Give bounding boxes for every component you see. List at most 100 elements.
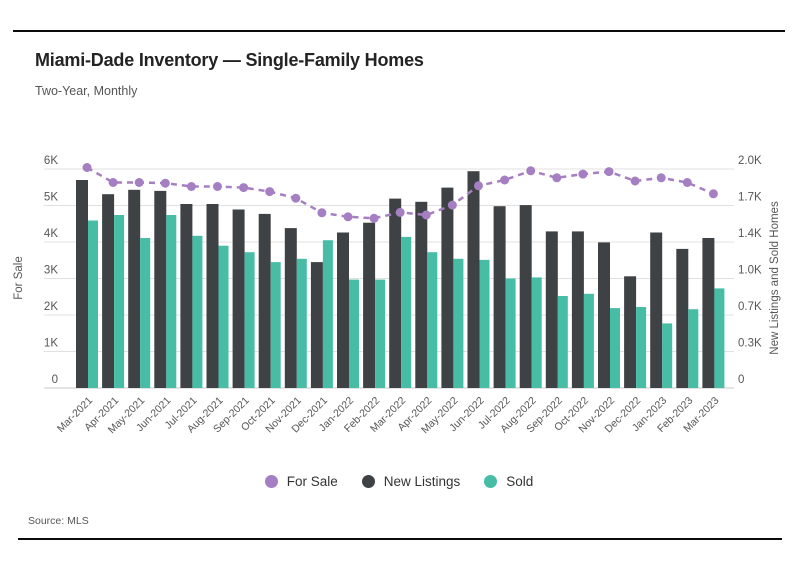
bar-new-listings[interactable] [232,209,245,389]
bar-new-listings[interactable] [102,194,115,388]
bar-new-listings[interactable] [598,242,610,388]
right-axis-tick: 1.0K [738,265,762,277]
for-sale-point[interactable] [500,175,510,185]
for-sale-point[interactable] [708,189,718,199]
right-axis-tick: 0 [738,374,744,386]
left-axis-tick: 0 [52,374,58,386]
bar-sold[interactable] [192,235,203,388]
top-rule [13,30,785,32]
bar-new-listings[interactable] [571,231,584,388]
for-sale-point[interactable] [369,213,379,223]
bar-new-listings[interactable] [337,232,349,389]
for-sale-point[interactable] [630,176,640,186]
bar-sold[interactable] [479,259,490,388]
bar-new-listings[interactable] [128,189,141,388]
left-axis-tick: 6K [44,155,58,167]
chart-plot: 0 0 1K 0.3K 2K 0.7K 3K 1.0K 4K 1.4K 5K 1.7K 6K 2.0K Fo… [13,155,781,436]
bar-new-listings[interactable] [415,201,428,388]
bar-sold[interactable] [557,296,568,388]
bar-new-listings[interactable] [363,222,376,388]
for-sale-point[interactable] [108,178,118,187]
bar-new-listings[interactable] [702,238,715,388]
right-axis-tick: 1.7K [738,192,762,204]
left-axis-tick: 4K [44,228,58,240]
for-sale-point[interactable] [552,173,562,183]
bar-sold[interactable] [662,323,673,388]
bar-sold[interactable] [505,278,516,389]
for-sale-point[interactable] [317,208,327,218]
for-sale-point[interactable] [291,193,301,203]
bar-new-listings[interactable] [441,187,454,388]
for-sale-point[interactable] [82,163,92,172]
for-sale-point[interactable] [239,183,249,193]
bar-new-listings[interactable] [624,276,637,388]
for-sale-point[interactable] [656,173,666,183]
bar-sold[interactable] [375,279,386,388]
for-sale-point[interactable] [160,178,170,188]
bar-sold[interactable] [88,220,98,389]
bar-new-listings[interactable] [493,206,506,388]
bar-new-listings[interactable] [519,205,532,388]
for-sale-point[interactable] [474,181,483,191]
legend-item-for-sale: For Sale [264,474,338,489]
bar-new-listings[interactable] [650,232,663,389]
bar-sold[interactable] [114,215,125,388]
chart-subtitle: Two-Year, Monthly [35,84,138,98]
bar-new-listings[interactable] [676,248,689,388]
for-sale-point[interactable] [395,207,405,217]
for-sale-point[interactable] [604,167,614,177]
bar-sold[interactable] [583,293,594,388]
bar-sold[interactable] [322,240,333,388]
bar-sold[interactable] [636,307,647,388]
bar-sold[interactable] [610,308,620,388]
bar-sold[interactable] [270,262,281,388]
for-sale-point[interactable] [343,212,353,222]
bar-sold[interactable] [140,238,151,388]
bar-new-listings[interactable] [180,204,193,388]
bar-sold[interactable] [427,252,438,388]
for-sale-point[interactable] [682,178,692,187]
bar-sold[interactable] [453,258,464,388]
bar-new-listings[interactable] [545,231,558,388]
legend-swatch-sold-icon [484,475,498,488]
for-sale-point[interactable] [578,169,588,179]
legend-item-new-listings: New Listings [361,474,460,489]
bar-sold[interactable] [688,309,699,388]
bar-sold[interactable] [401,236,412,388]
for-sale-point[interactable] [421,210,431,220]
bar-new-listings[interactable] [389,198,402,388]
left-axis-tick: 3K [44,265,58,277]
right-axis-tick: 2.0K [738,155,762,167]
for-sale-point[interactable] [265,187,275,197]
for-sale-point[interactable] [213,182,222,191]
for-sale-point[interactable] [134,178,144,187]
bar-new-listings[interactable] [467,171,480,388]
for-sale-point[interactable] [186,182,196,191]
left-axis-tick: 2K [44,301,58,313]
for-sale-point[interactable] [447,200,457,210]
left-axis-tick: 1K [44,338,58,350]
bar-sold[interactable] [218,245,229,388]
bar-new-listings[interactable] [310,262,323,388]
bar-sold[interactable] [349,279,359,388]
bar-new-listings[interactable] [258,213,271,388]
right-axis-title: New Listings and Sold Homes [769,201,781,355]
bar-sold[interactable] [244,252,255,388]
legend-label: For Sale [286,474,338,489]
bar-new-listings[interactable] [284,228,297,388]
bar-sold[interactable] [166,215,177,388]
right-axis-tick: 0.7K [738,301,762,313]
bar-new-listings[interactable] [154,190,167,388]
bar-new-listings[interactable] [76,180,88,388]
bar-sold[interactable] [714,288,725,388]
source-note: Source: MLS [28,515,89,527]
chart-title: Miami-Dade Inventory — Single-Family Hom… [35,50,424,70]
bar-new-listings[interactable] [206,204,219,388]
left-axis-tick: 5K [44,192,58,204]
for-sale-point[interactable] [526,166,536,176]
legend: For Sale New Listings Sold [0,474,798,489]
bottom-rule [18,538,782,540]
legend-item-sold: Sold [484,474,533,489]
bar-sold[interactable] [531,277,542,388]
bar-sold[interactable] [296,258,307,388]
